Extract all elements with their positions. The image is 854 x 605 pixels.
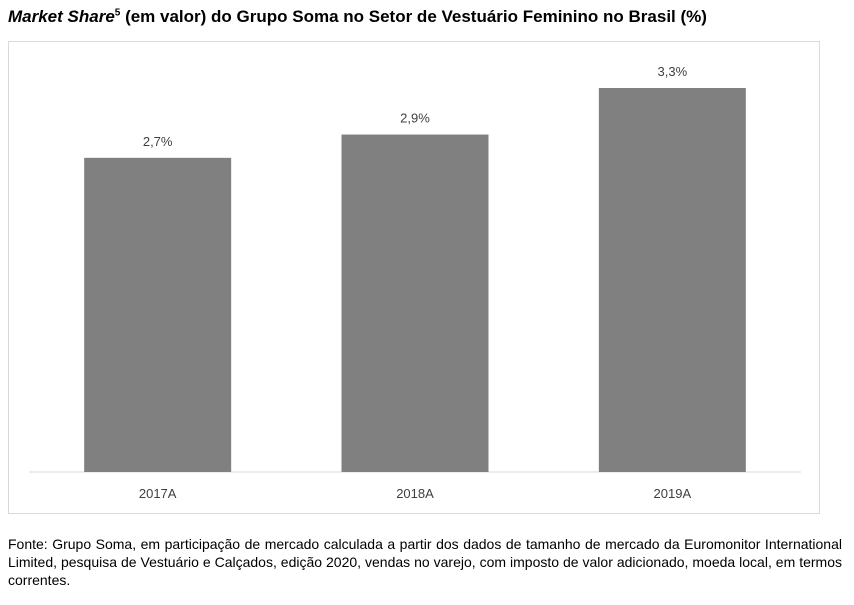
x-tick-label-2017A: 2017A [139, 486, 177, 501]
title-rest: (em valor) do Grupo Soma no Setor de Ves… [120, 7, 707, 26]
bar-chart: 2,7% 2017A 2,9% 2018A 3,3% 2019A [29, 64, 801, 501]
title-footnote-marker: 5 [114, 7, 121, 19]
data-label-2019A: 3,3% [658, 64, 688, 79]
source-note: Fonte: Grupo Soma, em participação de me… [8, 536, 842, 588]
data-label-2018A: 2,9% [400, 111, 430, 126]
bar-2017A [84, 157, 232, 472]
chart-title: Market Share5 (em valor) do Grupo Soma n… [8, 7, 707, 27]
chart-area: 2,7% 2017A 2,9% 2018A 3,3% 2019A [8, 41, 820, 514]
bar-2018A [341, 134, 489, 472]
data-label-2017A: 2,7% [143, 134, 173, 149]
title-italic: Market Share [8, 7, 115, 26]
bar-2019A [598, 88, 746, 472]
x-tick-label-2019A: 2019A [654, 486, 692, 501]
x-tick-label-2018A: 2018A [396, 486, 434, 501]
